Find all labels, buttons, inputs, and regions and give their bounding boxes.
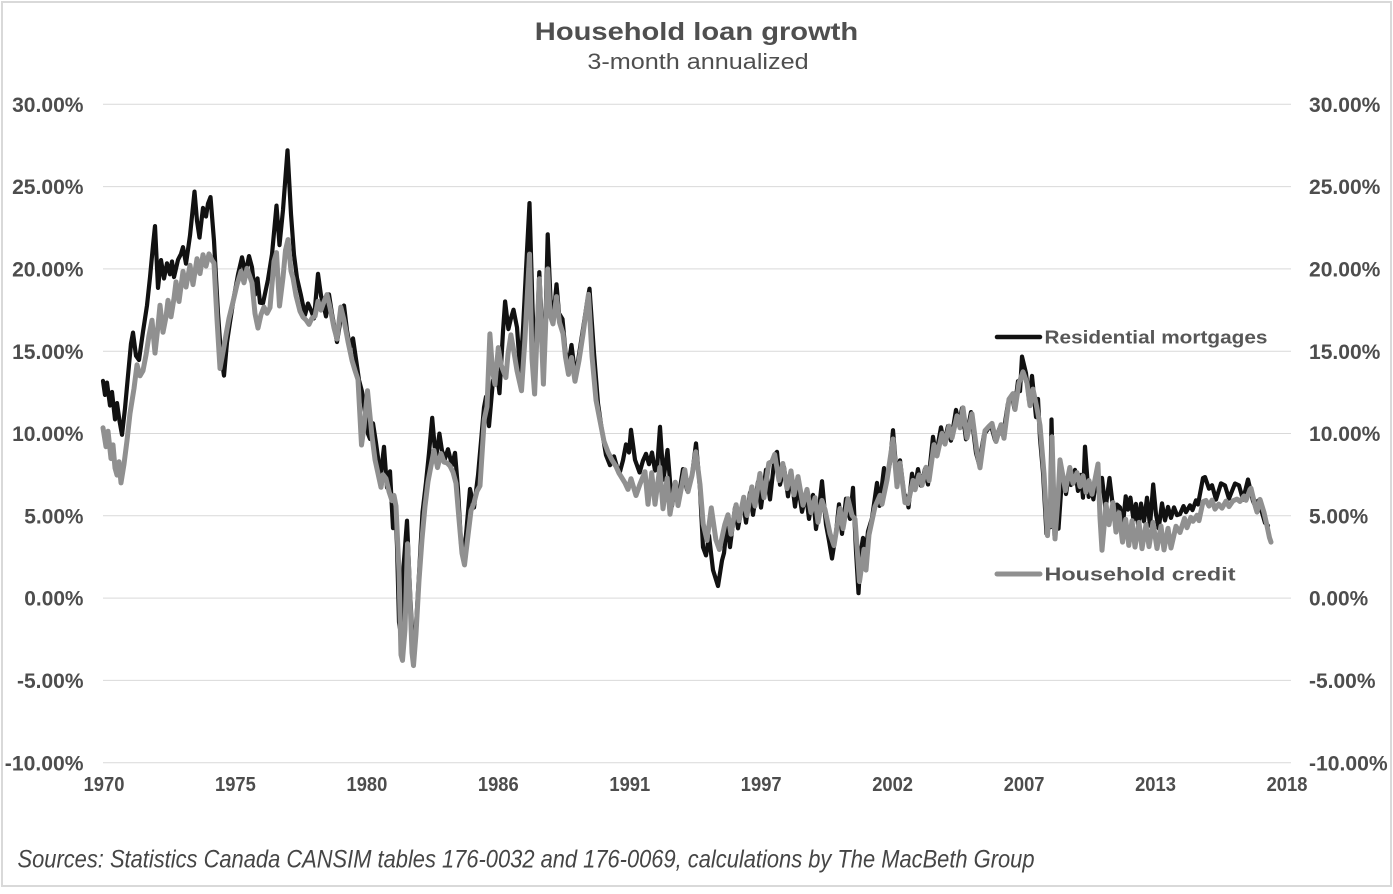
svg-text:Household loan growth: Household loan growth [535,18,858,46]
svg-text:25.00%: 25.00% [1309,175,1380,199]
svg-text:0.00%: 0.00% [1309,587,1368,611]
svg-text:3-month annualized: 3-month annualized [587,49,808,74]
svg-text:2007: 2007 [1004,774,1045,796]
svg-text:1975: 1975 [215,774,256,796]
svg-text:2018: 2018 [1267,774,1308,796]
svg-text:Sources: Statistics Canada CAN: Sources: Statistics Canada CANSIM tables… [18,845,1035,873]
svg-text:Residential mortgages: Residential mortgages [1045,327,1268,348]
svg-text:-10.00%: -10.00% [1309,751,1388,775]
svg-text:2013: 2013 [1135,774,1176,796]
svg-text:5.00%: 5.00% [24,504,83,528]
svg-text:1970: 1970 [84,774,125,796]
svg-text:15.00%: 15.00% [1309,340,1380,364]
svg-text:25.00%: 25.00% [12,175,83,199]
svg-text:2002: 2002 [872,774,913,796]
svg-text:20.00%: 20.00% [12,258,83,282]
svg-text:1980: 1980 [347,774,388,796]
svg-text:1997: 1997 [741,774,782,796]
svg-text:-5.00%: -5.00% [1309,669,1376,693]
svg-text:10.00%: 10.00% [1309,422,1380,446]
svg-text:-10.00%: -10.00% [5,751,84,775]
svg-text:5.00%: 5.00% [1309,504,1368,528]
svg-text:1991: 1991 [609,774,650,796]
svg-text:Household credit: Household credit [1045,564,1236,585]
svg-text:30.00%: 30.00% [12,93,83,117]
svg-text:10.00%: 10.00% [12,422,83,446]
svg-text:15.00%: 15.00% [12,340,83,364]
svg-text:1986: 1986 [478,774,519,796]
svg-text:-5.00%: -5.00% [17,669,84,693]
svg-text:30.00%: 30.00% [1309,93,1380,117]
svg-text:0.00%: 0.00% [24,587,83,611]
svg-text:20.00%: 20.00% [1309,258,1380,282]
